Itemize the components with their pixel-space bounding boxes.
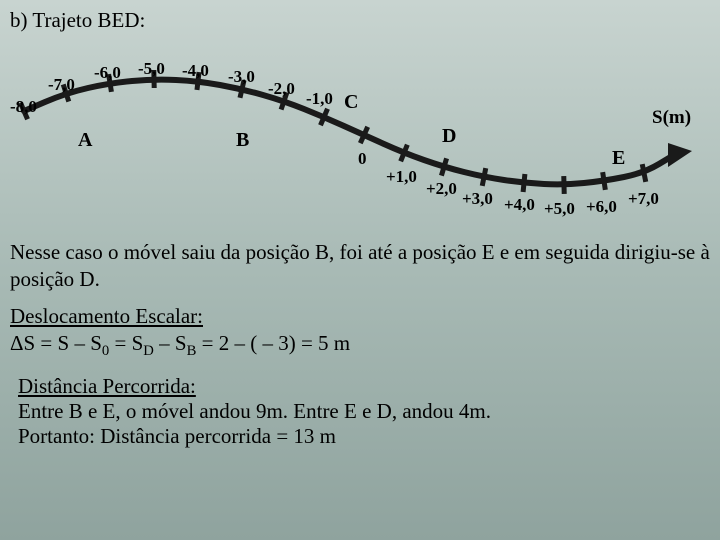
deslocamento-heading: Deslocamento Escalar: bbox=[10, 304, 710, 329]
tick-label: +7,0 bbox=[628, 189, 659, 209]
formula-part: = S bbox=[109, 331, 143, 355]
tick-label: -4,0 bbox=[182, 61, 209, 81]
formula-sub: B bbox=[187, 343, 197, 359]
formula-part: – S bbox=[154, 331, 187, 355]
title: b) Trajeto BED: bbox=[0, 0, 720, 37]
tick-label: +5,0 bbox=[544, 199, 575, 219]
tick-label: +2,0 bbox=[426, 179, 457, 199]
distancia-block: Distância Percorrida: Entre B e E, o móv… bbox=[10, 374, 710, 449]
tick-label: -7,0 bbox=[48, 75, 75, 95]
tick-label: 0 bbox=[358, 149, 367, 169]
tick-label: -1,0 bbox=[306, 89, 333, 109]
formula-part: ΔS = S – S bbox=[10, 331, 102, 355]
distancia-heading: Distância Percorrida: bbox=[18, 374, 710, 399]
point-label: C bbox=[344, 91, 358, 114]
deslocamento-formula: ΔS = S – S0 = SD – SB = 2 – ( – 3) = 5 m bbox=[10, 331, 710, 360]
trajectory-diagram: -8,0 -7,0 -6,0 -5,0 -4,0 -3,0 -2,0 -1,0 0 +1,0 +2,… bbox=[10, 39, 710, 231]
description-paragraph: Nesse caso o móvel saiu da posição B, fo… bbox=[10, 239, 710, 294]
axis-label: S(m) bbox=[652, 107, 691, 129]
point-label: B bbox=[236, 129, 249, 152]
body-text: Nesse caso o móvel saiu da posição B, fo… bbox=[0, 239, 720, 449]
distancia-line: Portanto: Distância percorrida = 13 m bbox=[18, 424, 710, 449]
tick-label: +3,0 bbox=[462, 189, 493, 209]
tick-label: -8,0 bbox=[10, 97, 37, 117]
tick-label: -5,0 bbox=[138, 59, 165, 79]
point-label: E bbox=[612, 147, 625, 170]
tick-label: +1,0 bbox=[386, 167, 417, 187]
point-label: D bbox=[442, 125, 456, 148]
tick-label: +4,0 bbox=[504, 195, 535, 215]
formula-part: = 2 – ( – 3) = 5 m bbox=[196, 331, 350, 355]
formula-sub: D bbox=[143, 343, 154, 359]
tick-label: -3,0 bbox=[228, 67, 255, 87]
tick-label: -2,0 bbox=[268, 79, 295, 99]
tick-label: -6,0 bbox=[94, 63, 121, 83]
point-label: A bbox=[78, 129, 92, 152]
tick-label: +6,0 bbox=[586, 197, 617, 217]
distancia-line: Entre B e E, o móvel andou 9m. Entre E e… bbox=[18, 399, 710, 424]
